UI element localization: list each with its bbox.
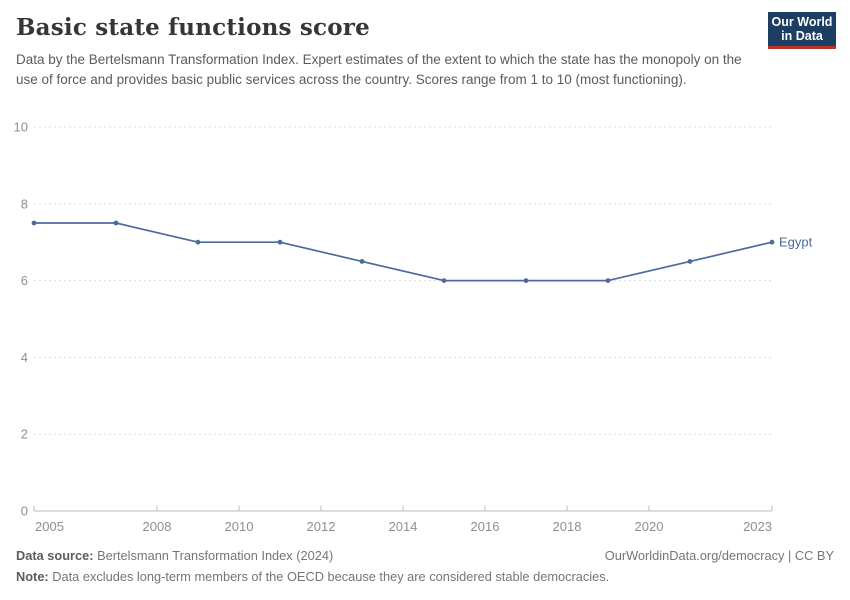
data-point[interactable] — [31, 220, 37, 226]
y-tick-label: 4 — [21, 350, 28, 365]
series-end-label[interactable]: Egypt — [779, 235, 813, 250]
series-line[interactable] — [34, 222, 773, 282]
x-tick-label: 2010 — [225, 519, 254, 534]
x-tick-label: 2005 — [35, 519, 64, 534]
y-tick-label: 8 — [21, 196, 28, 211]
chart-svg[interactable]: 0 2 4 6 8 10 2005 2008 2010 2012 2014 2016 2018 2020 2… — [0, 105, 850, 540]
data-point[interactable] — [113, 220, 119, 226]
data-point[interactable] — [687, 259, 693, 264]
chart-footer: Data source: Bertelsmann Transformation … — [16, 548, 834, 584]
data-point[interactable] — [441, 278, 447, 283]
y-tick-label: 6 — [21, 273, 28, 288]
note-line: Note: Data excludes long-term members of… — [16, 569, 834, 584]
page-title: Basic state functions score — [16, 14, 370, 41]
y-tick-label: 2 — [21, 427, 28, 442]
data-point[interactable] — [277, 239, 283, 245]
owid-logo-line1: Our World — [771, 14, 833, 29]
data-point[interactable] — [523, 278, 529, 283]
x-tick-label: 2008 — [143, 519, 172, 534]
data-point[interactable] — [195, 239, 201, 245]
plot-area[interactable] — [34, 127, 772, 511]
data-source-line: Data source: Bertelsmann Transformation … — [16, 548, 333, 563]
data-point[interactable] — [359, 259, 365, 264]
chart-header: Basic state functions score Data by the … — [16, 12, 836, 89]
y-tick-label: 10 — [14, 120, 28, 135]
x-tick-label: 2016 — [471, 519, 500, 534]
note-text: Data excludes long-term members of the O… — [48, 569, 610, 584]
x-tick-label: 2014 — [389, 519, 418, 534]
data-source-text: Bertelsmann Transformation Index (2024) — [93, 548, 334, 563]
owid-logo[interactable]: Our World in Data — [768, 12, 836, 49]
x-tick-label: 2023 — [743, 519, 772, 534]
x-tick-label: 2018 — [553, 519, 582, 534]
data-point[interactable] — [769, 239, 775, 245]
credit-link[interactable]: OurWorldinData.org/democracy | CC BY — [604, 548, 834, 563]
data-source-label: Data source: — [16, 548, 94, 563]
chart-subtitle: Data by the Bertelsmann Transformation I… — [16, 52, 742, 87]
x-tick-label: 2012 — [307, 519, 336, 534]
owid-logo-line2: in Data — [781, 29, 823, 43]
note-label: Note: — [16, 569, 49, 584]
data-point[interactable] — [605, 278, 611, 283]
y-tick-label: 0 — [21, 504, 28, 519]
x-tick-label: 2020 — [635, 519, 664, 534]
